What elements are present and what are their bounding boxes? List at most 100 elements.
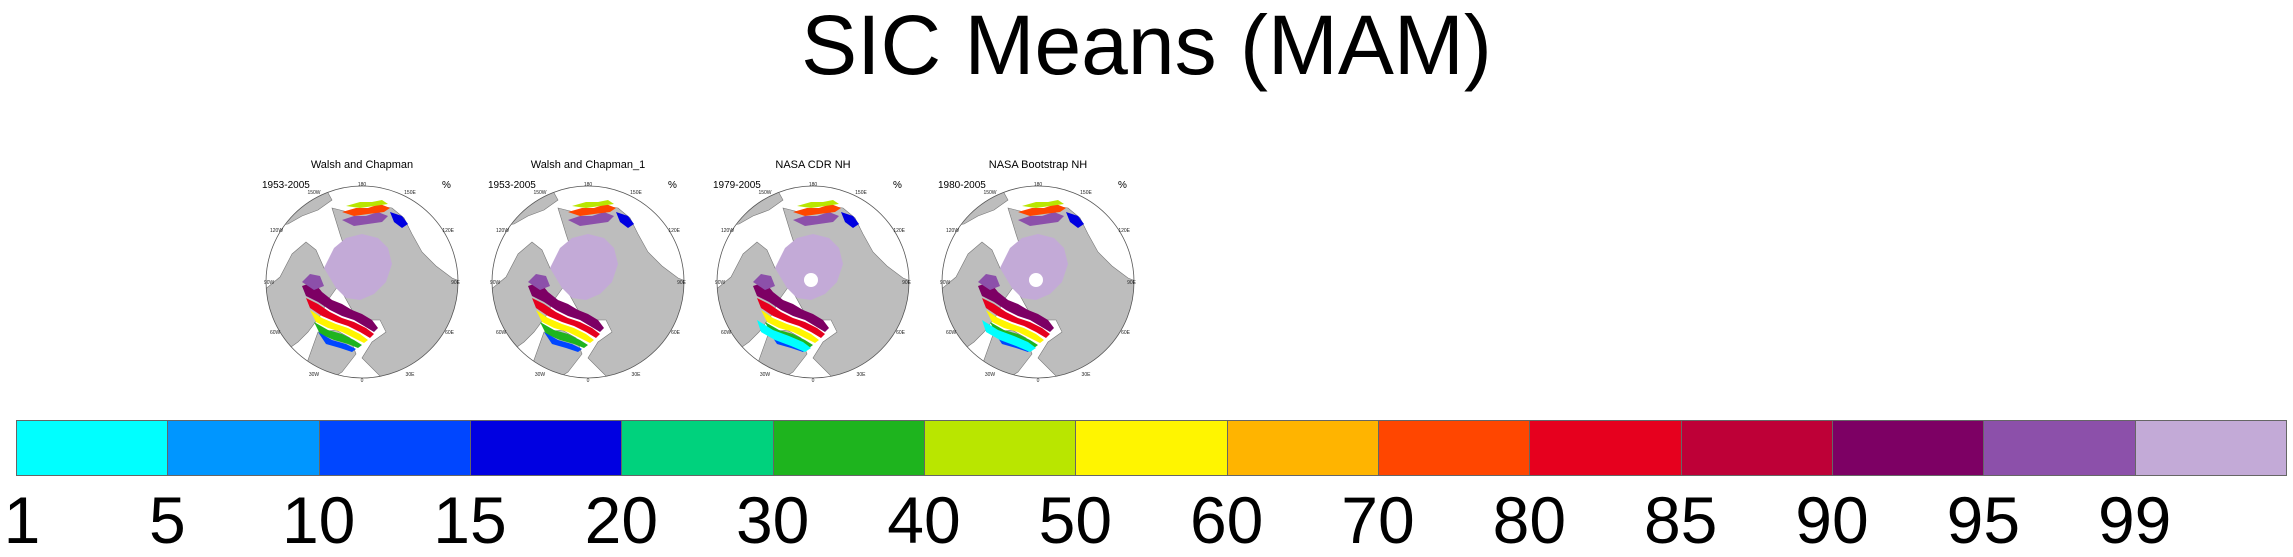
- colorbar-swatch: [1680, 420, 1833, 476]
- sea-ice-band: [342, 212, 388, 226]
- panel-period: 1953-2005: [488, 180, 536, 191]
- longitude-label: 90W: [940, 280, 951, 286]
- sea-ice-core: [1000, 234, 1068, 300]
- longitude-label: 30E: [632, 372, 642, 378]
- sea-ice-band: [1022, 200, 1064, 208]
- map-border: [491, 185, 685, 379]
- sea-ice-band: [761, 310, 819, 343]
- colorbar-label: 99: [2097, 483, 2172, 557]
- sea-ice-band: [793, 212, 839, 226]
- longitude-label: 150E: [1080, 190, 1092, 196]
- panel-period: 1979-2005: [713, 180, 761, 191]
- panel-period: 1953-2005: [262, 180, 310, 191]
- panel-period: 1980-2005: [938, 180, 986, 191]
- longitude-label: 30W: [760, 372, 771, 378]
- longitude-label: 90W: [490, 280, 501, 286]
- sea-ice-band: [302, 274, 324, 290]
- colorbar-swatch: [1226, 420, 1379, 476]
- colorbar-swatch: [1378, 420, 1531, 476]
- longitude-label: 0: [361, 378, 364, 382]
- sea-ice-band: [616, 212, 634, 228]
- longitude-label: 120E: [668, 228, 680, 234]
- sea-ice-band: [793, 204, 841, 216]
- longitude-label: 60E: [671, 330, 681, 336]
- page-title: SIC Means (MAM): [801, 0, 1492, 92]
- map-border: [265, 185, 459, 379]
- colorbar-swatch: [470, 420, 623, 476]
- sea-ice-band: [572, 200, 614, 208]
- longitude-label: 30E: [1082, 372, 1092, 378]
- colorbar-label: 1: [3, 483, 41, 557]
- longitude-label: 120E: [893, 228, 905, 234]
- longitude-label: 90E: [902, 280, 912, 286]
- sea-ice-core: [775, 234, 843, 300]
- sea-ice-band: [757, 320, 811, 352]
- colorbar-swatch: [924, 420, 1077, 476]
- colorbar-swatch: [2134, 420, 2287, 476]
- longitude-label: 150W: [533, 190, 546, 196]
- colorbar-label: 20: [584, 483, 659, 557]
- sea-ice-band: [753, 274, 775, 290]
- longitude-label: 30W: [985, 372, 996, 378]
- longitude-label: 120W: [721, 228, 734, 234]
- longitude-label: 120E: [442, 228, 454, 234]
- longitude-label: 30W: [535, 372, 546, 378]
- sea-ice-band: [982, 298, 1050, 338]
- sea-ice-band: [310, 310, 368, 343]
- sea-ice-band: [1066, 212, 1084, 228]
- colorbar-swatch: [621, 420, 774, 476]
- sea-ice-band: [346, 200, 388, 208]
- colorbar-label: 90: [1795, 483, 1869, 557]
- panel-title: Walsh and Chapman_1: [530, 159, 646, 171]
- panel-units: %: [668, 180, 677, 191]
- colorbar-label: 60: [1189, 483, 1264, 557]
- colorbar-label: 30: [735, 483, 810, 557]
- longitude-label: 150E: [630, 190, 642, 196]
- sea-ice-band: [540, 322, 588, 348]
- sea-ice-band: [532, 298, 600, 338]
- longitude-label: 150E: [855, 190, 867, 196]
- longitude-label: 120W: [270, 228, 283, 234]
- longitude-label: 180: [584, 182, 593, 188]
- sea-ice-band: [1018, 204, 1066, 216]
- sea-ice-band: [314, 322, 362, 348]
- longitude-label: 30W: [309, 372, 320, 378]
- sea-ice-band: [797, 200, 839, 208]
- longitude-label: 120W: [496, 228, 509, 234]
- sea-ice-band: [342, 204, 390, 216]
- longitude-label: 0: [1037, 378, 1040, 382]
- longitude-label: 30E: [406, 372, 416, 378]
- colorbar-label: 10: [281, 483, 356, 557]
- map-panel: Walsh and Chapman 1953-2005% 180 150W 150E 12…: [262, 150, 482, 390]
- longitude-label: 150W: [307, 190, 320, 196]
- longitude-label: 90W: [264, 280, 275, 286]
- longitude-label: 90E: [1127, 280, 1137, 286]
- map-border: [716, 185, 910, 379]
- sea-ice-band: [978, 274, 1000, 290]
- pole-hole: [1029, 273, 1043, 287]
- sea-ice-band: [390, 212, 408, 228]
- colorbar-swatch: [167, 420, 320, 476]
- colorbar-label: 80: [1492, 483, 1567, 557]
- polar-map: 180 150W 150E 120W 120E 90W 90E 60W 60E 30W 30E 0: [940, 182, 1137, 382]
- sea-ice-band: [753, 282, 829, 332]
- longitude-label: 60E: [1121, 330, 1131, 336]
- colorbar-swatch: [772, 420, 925, 476]
- map-panel: Walsh and Chapman_1 1953-2005% 180 150W 150E…: [488, 150, 708, 390]
- sea-ice-band: [568, 204, 616, 216]
- longitude-label: 90E: [451, 280, 461, 286]
- colorbar-swatch: [1983, 420, 2136, 476]
- map-panel: NASA Bootstrap NH 1980-2005% 180 150W 150E 12…: [938, 150, 1158, 390]
- longitude-label: 150W: [983, 190, 996, 196]
- polar-map: 180 150W 150E 120W 120E 90W 90E 60W 60E 30W 30E 0: [264, 182, 461, 382]
- map-border: [941, 185, 1135, 379]
- panel-units: %: [893, 180, 902, 191]
- colorbar-label: 40: [887, 483, 961, 557]
- sea-ice-core: [550, 234, 618, 300]
- colorbar: [16, 420, 2287, 478]
- sea-ice-band: [568, 212, 614, 226]
- colorbar-label: 85: [1643, 483, 1718, 557]
- longitude-label: 180: [358, 182, 367, 188]
- sea-ice-band: [982, 320, 1036, 352]
- colorbar-label: 15: [433, 483, 507, 557]
